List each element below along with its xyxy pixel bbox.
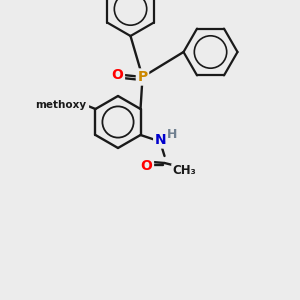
Text: O: O: [112, 68, 124, 82]
Text: P: P: [137, 70, 148, 84]
Text: H: H: [167, 128, 178, 140]
Text: CH₃: CH₃: [172, 164, 197, 178]
Text: N: N: [155, 133, 166, 147]
Text: O: O: [76, 98, 87, 112]
Text: methoxy: methoxy: [35, 100, 86, 110]
Text: O: O: [141, 159, 152, 173]
